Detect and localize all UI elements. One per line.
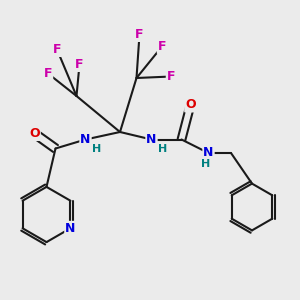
Text: F: F	[75, 58, 84, 71]
Text: F: F	[44, 67, 52, 80]
Text: H: H	[201, 159, 210, 170]
Text: F: F	[135, 28, 144, 41]
Text: N: N	[65, 222, 76, 235]
Text: H: H	[158, 143, 167, 154]
Text: N: N	[146, 133, 157, 146]
Text: N: N	[203, 146, 214, 160]
Text: O: O	[185, 98, 196, 112]
Text: F: F	[167, 70, 175, 83]
Text: N: N	[80, 133, 91, 146]
Text: F: F	[158, 40, 166, 53]
Text: F: F	[53, 43, 61, 56]
Text: O: O	[29, 127, 40, 140]
Text: H: H	[92, 143, 101, 154]
